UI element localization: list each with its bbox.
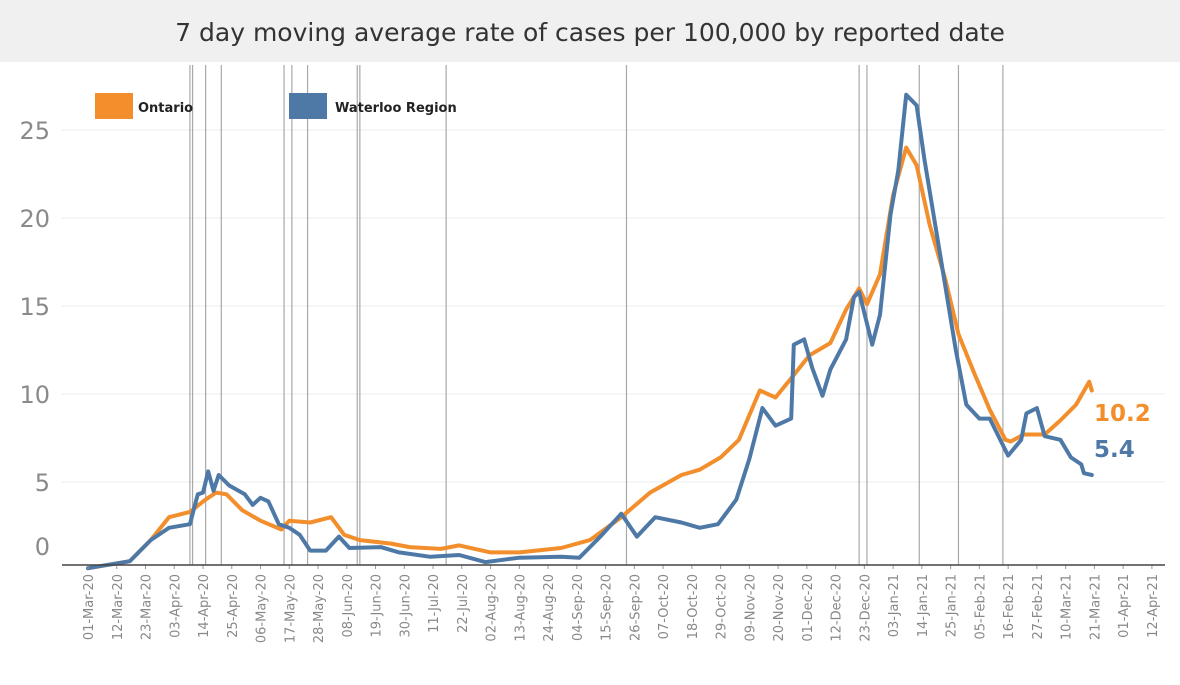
series-lines: [86, 92, 1094, 571]
x-tick-label: 10-Mar-21: [1060, 574, 1075, 640]
x-tick-label: 01-Apr-21: [1117, 574, 1132, 638]
x-tick-label: 12-Mar-20: [111, 574, 126, 640]
x-tick-label: 03-Apr-20: [168, 574, 183, 638]
x-tick-label: 28-May-20: [312, 574, 327, 643]
x-tick-label: 11-Jul-20: [427, 574, 442, 633]
x-tick-label: 14-Jan-21: [916, 574, 931, 637]
y-tick-label: 10: [19, 381, 50, 409]
x-tick-label: 22-Jul-20: [456, 574, 471, 633]
x-tick-label: 12-Apr-21: [1146, 574, 1161, 638]
x-tick-label: 24-Aug-20: [542, 574, 557, 642]
x-tick-label: 18-Oct-20: [686, 574, 701, 639]
x-tick-label: 15-Sep-20: [600, 574, 615, 641]
x-tick-label: 25-Jan-21: [945, 574, 960, 637]
legend: Ontario Waterloo Region: [95, 93, 457, 119]
x-tick-label: 17-May-20: [283, 574, 298, 643]
legend-swatch-waterloo: [289, 93, 327, 119]
x-tick-label: 02-Aug-20: [485, 574, 500, 642]
x-tick-label: 05-Feb-21: [973, 574, 988, 639]
series-line-ontario: [86, 145, 1094, 571]
x-tick-label: 08-Jun-20: [341, 574, 356, 638]
series-line-waterloo-region: [86, 92, 1094, 571]
x-tick-label: 16-Feb-21: [1002, 574, 1017, 639]
x-tick-label: 25-Apr-20: [226, 574, 241, 638]
y-tick-label: 20: [19, 205, 50, 233]
end-label-ontario: 10.2: [1094, 401, 1151, 427]
x-tick-label: 06-May-20: [255, 574, 270, 643]
x-tick-label: 23-Dec-20: [858, 574, 873, 642]
x-tick-label: 29-Oct-20: [715, 574, 730, 639]
x-tick-label: 13-Aug-20: [513, 574, 528, 642]
y-axis-ticks: 0 5 10 15 20 25: [19, 117, 50, 561]
x-tick-label: 20-Nov-20: [772, 574, 787, 642]
x-tick-label: 30-Jun-20: [398, 574, 413, 638]
legend-label-ontario: Ontario: [138, 101, 193, 116]
x-tick-label: 19-Jun-20: [370, 574, 385, 638]
x-tick-label: 14-Apr-20: [197, 574, 212, 638]
y-tick-label: 0: [35, 533, 50, 561]
y-tick-label: 15: [19, 293, 50, 321]
x-tick-label: 01-Dec-20: [801, 574, 816, 642]
end-label-waterloo: 5.4: [1094, 437, 1135, 463]
x-tick-label: 21-Mar-21: [1088, 574, 1103, 640]
title-band: [0, 0, 1180, 62]
x-axis-ticks: 01-Mar-20 12-Mar-20 23-Mar-20 03-Apr-20 14-A…: [82, 565, 1161, 643]
legend-label-waterloo: Waterloo Region: [335, 101, 457, 116]
y-tick-label: 25: [19, 117, 50, 145]
legend-swatch-ontario: [95, 93, 133, 119]
x-tick-label: 09-Nov-20: [743, 574, 758, 642]
y-tick-label: 5: [35, 469, 50, 497]
x-tick-label: 01-Mar-20: [82, 574, 97, 640]
x-tick-label: 12-Dec-20: [830, 574, 845, 642]
x-tick-label: 27-Feb-21: [1031, 574, 1046, 639]
x-tick-label: 07-Oct-20: [657, 574, 672, 639]
x-tick-label: 23-Mar-20: [140, 574, 155, 640]
x-tick-label: 03-Jan-21: [887, 574, 902, 637]
x-tick-label: 04-Sep-20: [571, 574, 586, 641]
chart-title: 7 day moving average rate of cases per 1…: [175, 18, 1005, 47]
x-tick-label: 26-Sep-20: [628, 574, 643, 641]
